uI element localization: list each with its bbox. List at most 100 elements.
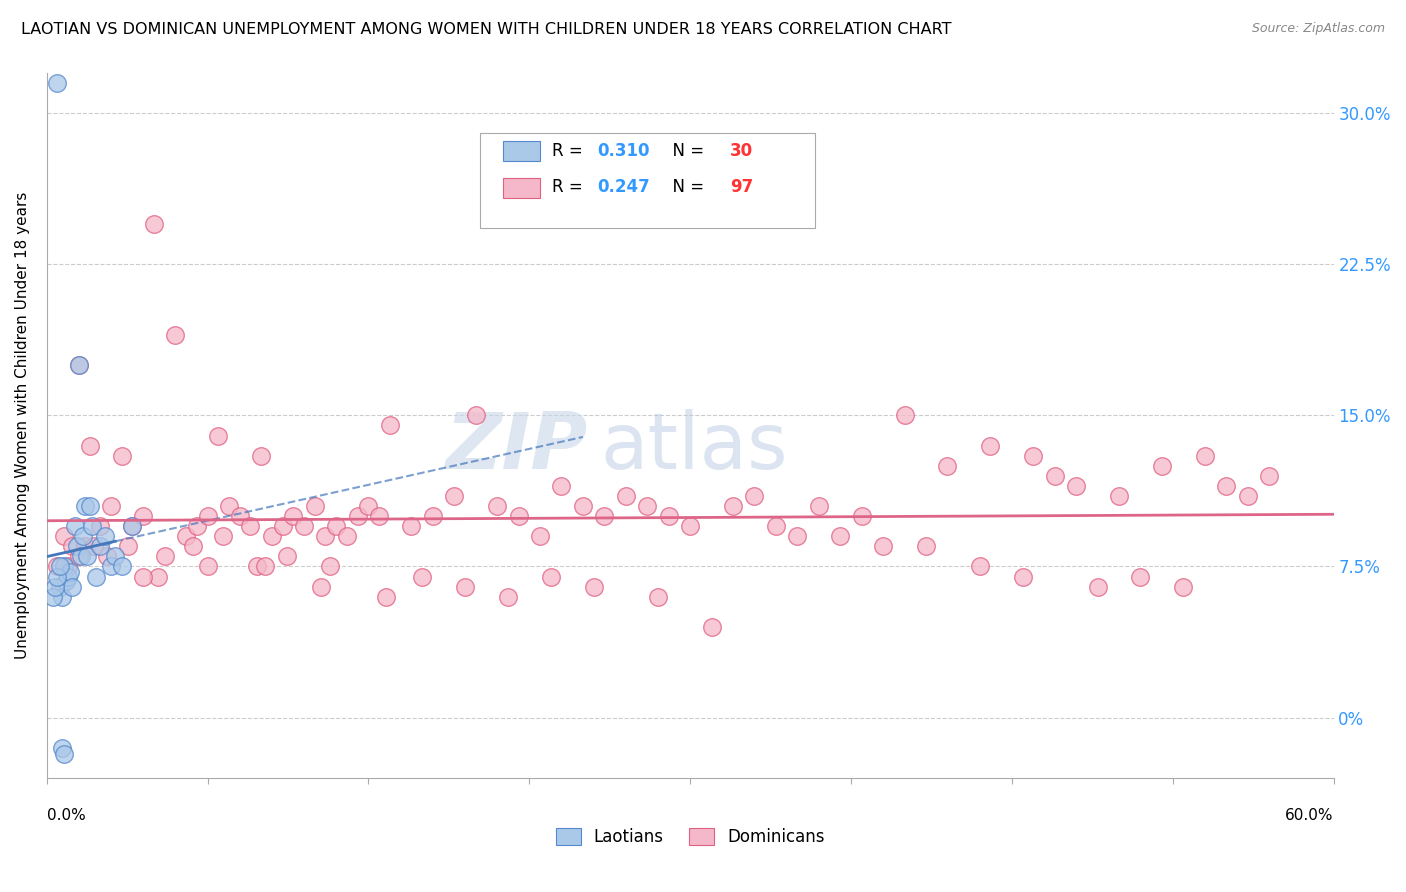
Text: 60.0%: 60.0% [1285,808,1333,823]
Point [56,559,79,574]
Point [181,539,204,553]
Point [153,549,176,564]
Point [679,519,702,533]
Point [67,358,90,372]
Point [1150,458,1173,473]
Point [44,580,66,594]
Point [93,529,115,543]
Point [46,76,69,90]
Point [197,559,219,574]
Point [121,519,143,533]
Point [148,569,170,583]
Point [1087,580,1109,594]
Point [765,519,787,533]
Point [1011,569,1033,583]
Point [593,509,616,524]
Point [1258,468,1281,483]
Point [636,499,658,513]
Text: R =: R = [553,142,588,160]
Point [529,529,551,543]
Point [56,569,79,583]
Point [807,499,830,513]
Point [218,499,240,513]
Point [79,499,101,513]
Point [786,529,808,543]
Point [96,549,118,564]
Point [374,590,396,604]
Point [454,580,477,594]
Point [72,529,94,543]
Point [1022,449,1045,463]
Point [1236,489,1258,503]
Point [614,489,637,503]
Point [508,509,530,524]
Point [51,740,73,755]
Point [76,549,98,564]
Point [117,539,139,553]
Point [111,449,134,463]
Text: 0.247: 0.247 [598,178,650,196]
Point [1215,479,1237,493]
Point [647,590,669,604]
Point [46,559,69,574]
Point [174,529,197,543]
Point [80,519,103,533]
Bar [503,178,540,198]
Point [197,509,219,524]
Point [250,449,273,463]
Point [496,590,519,604]
Point [271,519,294,533]
Point [51,590,73,604]
Point [872,539,894,553]
Point [84,569,107,583]
Point [42,590,65,604]
Point [60,580,83,594]
Point [66,539,89,553]
Point [378,418,401,433]
Point [75,499,97,513]
Point [572,499,595,513]
Point [46,569,69,583]
Point [292,519,315,533]
Point [52,559,75,574]
Point [700,620,723,634]
Bar [503,141,540,161]
Point [1043,468,1066,483]
Point [582,580,605,594]
Point [60,539,83,553]
Point [246,559,269,574]
Point [52,529,75,543]
Point [550,479,572,493]
Point [915,539,938,553]
Legend: Laotians, Dominicans: Laotians, Dominicans [547,820,832,855]
Point [48,580,70,594]
Text: Source: ZipAtlas.com: Source: ZipAtlas.com [1251,22,1385,36]
Point [63,519,86,533]
Point [443,489,465,503]
Point [314,529,336,543]
Point [851,509,873,524]
Point [1194,449,1216,463]
Point [319,559,342,574]
Point [83,539,105,553]
Point [228,509,250,524]
Point [346,509,368,524]
Point [969,559,991,574]
Point [89,519,111,533]
Point [211,529,233,543]
Point [254,559,277,574]
Text: 0.310: 0.310 [598,142,650,160]
Point [132,509,155,524]
Point [357,499,380,513]
Point [325,519,347,533]
Text: LAOTIAN VS DOMINICAN UNEMPLOYMENT AMONG WOMEN WITH CHILDREN UNDER 18 YEARS CORRE: LAOTIAN VS DOMINICAN UNEMPLOYMENT AMONG … [21,22,952,37]
Text: ZIP: ZIP [444,409,588,484]
Point [165,327,187,342]
Text: R =: R = [553,178,588,196]
Point [239,519,262,533]
Point [1108,489,1130,503]
Point [744,489,766,503]
Point [1173,580,1195,594]
Text: 97: 97 [730,178,754,196]
Point [1129,569,1152,583]
